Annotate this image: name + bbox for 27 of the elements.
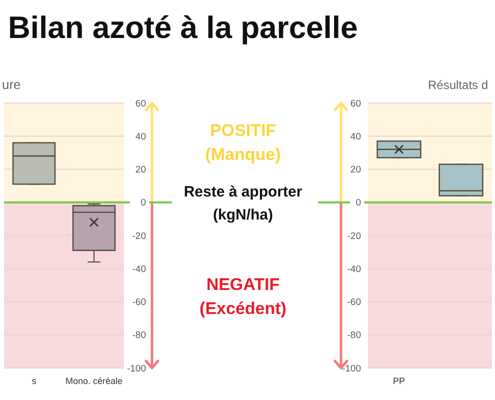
y-tick-label: -100 (126, 363, 146, 374)
y-tick-label: 0 (140, 198, 146, 209)
y-tick-label: -20 (347, 230, 361, 242)
y-tick-label: -40 (132, 264, 146, 275)
text: POSITIF (Manque) (205, 121, 281, 164)
y-tick-label: 20 (350, 164, 361, 176)
y-tick-label: 0 (356, 198, 361, 209)
y-tick-label: -40 (347, 264, 361, 275)
x-tick-label: Mono. céréale (65, 376, 123, 386)
y-tick-label: 40 (135, 131, 146, 142)
x-tick-label: s (32, 376, 37, 386)
y-tick-label: -80 (132, 330, 146, 342)
chart-title: Résultats d (428, 78, 488, 92)
x-tick-label: PP (392, 376, 406, 386)
y-tick-label: 60 (350, 98, 361, 110)
y-tick-label: -60 (347, 297, 361, 308)
y-axis-title: Reste à apporter (kgN/ha) (184, 183, 302, 224)
y-tick-label: 20 (135, 164, 146, 176)
y-tick-label: -80 (347, 330, 361, 342)
chart-title: Bilan azoté à la parcelle (8, 10, 358, 45)
y-tick-label: 60 (135, 98, 146, 110)
y-tick-label: -20 (132, 230, 146, 242)
chart-subtitle: ure (2, 77, 21, 92)
y-tick-label: 40 (350, 131, 361, 142)
y-tick-label: -100 (342, 363, 361, 374)
text: NEGATIF (Excédent) (200, 275, 286, 318)
y-tick-label: -60 (132, 297, 146, 308)
